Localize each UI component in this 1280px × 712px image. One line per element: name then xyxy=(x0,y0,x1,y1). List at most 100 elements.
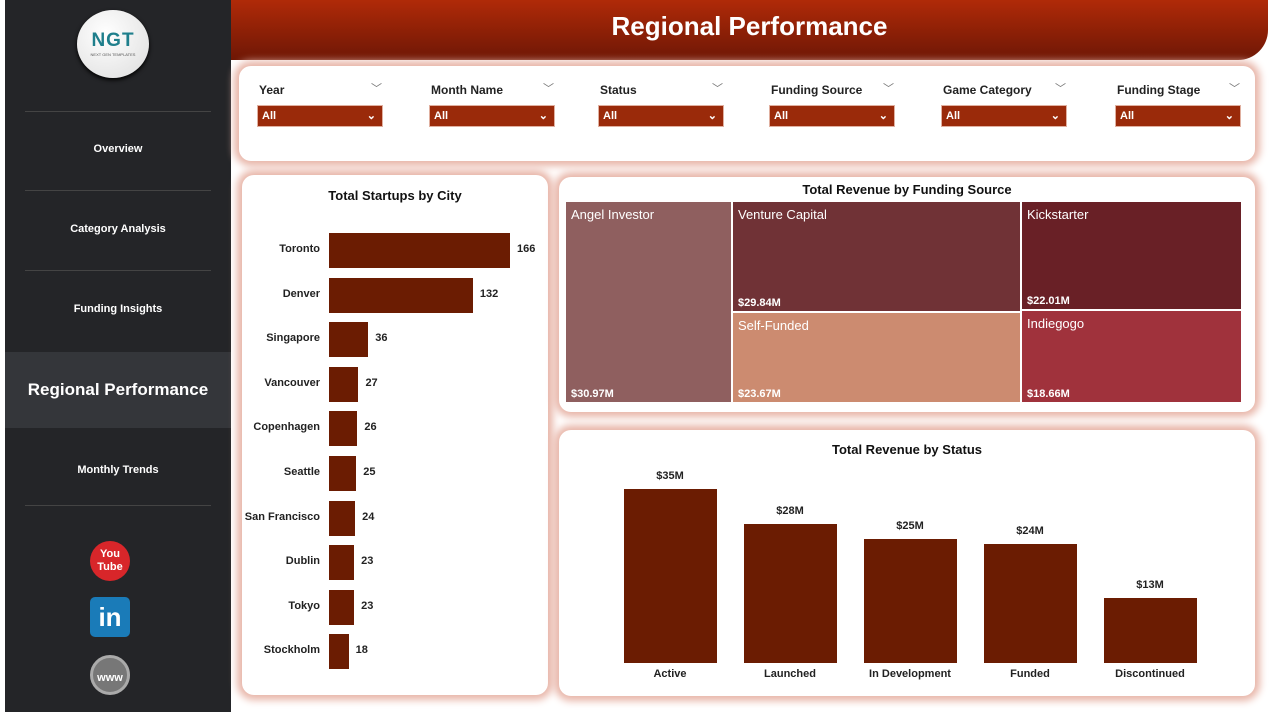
filter-label: Funding Source xyxy=(771,83,863,97)
page-title: Regional Performance xyxy=(231,0,1268,60)
filter-value: All xyxy=(946,110,961,122)
tile-value: $22.01M xyxy=(1027,295,1070,307)
youtube-icon[interactable]: You Tube xyxy=(90,541,130,581)
bar xyxy=(329,634,349,670)
data-label: 26 xyxy=(364,421,377,434)
filter-dropdown[interactable]: All ⌄ xyxy=(257,105,383,127)
treemap-tile[interactable]: Indiegogo $18.66M xyxy=(1022,311,1241,402)
data-label: 25 xyxy=(363,466,376,478)
tile-name: Angel Investor xyxy=(571,207,655,222)
bar xyxy=(329,589,355,625)
axis-label: Copenhagen xyxy=(253,421,320,434)
bar xyxy=(329,366,359,402)
chevron-down-icon: ⌄ xyxy=(538,110,548,122)
bar xyxy=(329,500,356,536)
web-icon[interactable]: www xyxy=(90,655,130,695)
axis-label: Stockholm xyxy=(263,644,320,657)
divider xyxy=(25,190,211,191)
bar xyxy=(329,322,369,358)
bar xyxy=(744,523,837,663)
filter-value: All xyxy=(262,110,277,122)
chevron-down-icon[interactable]: ﹀ xyxy=(712,83,723,95)
chart-title: Total Revenue by Funding Source xyxy=(802,182,1012,197)
filter-value: All xyxy=(603,110,618,122)
data-label: 27 xyxy=(365,376,378,389)
data-label: $13M xyxy=(1136,579,1164,592)
filter-panel xyxy=(239,66,1255,161)
data-label: 132 xyxy=(479,287,499,300)
axis-label: Dublin xyxy=(285,555,320,568)
bar xyxy=(864,538,957,663)
treemap-tile[interactable]: Self-Funded $23.67M xyxy=(733,313,1020,402)
axis-label: Tokyo xyxy=(288,599,320,612)
chevron-down-icon: ⌄ xyxy=(707,110,717,122)
filter-dropdown[interactable]: All ⌄ xyxy=(769,105,895,127)
data-label: 24 xyxy=(362,510,375,523)
bar xyxy=(984,543,1077,663)
nav-funding-insights[interactable]: Funding Insights xyxy=(73,303,163,315)
data-label: $25M xyxy=(896,519,924,532)
axis-label: In Development xyxy=(869,668,951,680)
axis-label: Launched xyxy=(764,668,816,680)
bar xyxy=(329,545,355,581)
filter-value: All xyxy=(434,110,449,122)
filter-value: All xyxy=(774,110,789,122)
chevron-down-icon[interactable]: ﹀ xyxy=(371,83,382,95)
filter-label: Month Name xyxy=(431,83,503,97)
axis-label: Toronto xyxy=(279,243,320,255)
divider xyxy=(25,111,211,112)
ngt-logo: NGT NEXT GEN TEMPLATES xyxy=(77,10,149,78)
data-label: 23 xyxy=(361,555,374,568)
chevron-down-icon[interactable]: ﹀ xyxy=(1055,83,1066,95)
axis-label: Seattle xyxy=(283,466,320,478)
bar xyxy=(1104,598,1197,663)
nav-monthly-trends[interactable]: Monthly Trends xyxy=(77,464,159,476)
bar xyxy=(329,277,473,313)
tile-value: $30.97M xyxy=(571,388,614,400)
data-label: $35M xyxy=(656,470,684,482)
chevron-down-icon[interactable]: ﹀ xyxy=(543,83,554,95)
divider xyxy=(25,270,211,271)
filter-dropdown[interactable]: All ⌄ xyxy=(429,105,555,127)
data-label: 166 xyxy=(517,243,536,255)
bar xyxy=(624,489,717,663)
axis-label: Discontinued xyxy=(1115,668,1185,680)
treemap-tile[interactable]: Kickstarter $22.01M xyxy=(1022,202,1241,309)
chart-title: Total Startups by City xyxy=(328,188,462,203)
tile-value: $29.84M xyxy=(738,297,781,309)
treemap-tile[interactable]: Angel Investor $30.97M xyxy=(566,202,731,402)
chevron-down-icon[interactable]: ﹀ xyxy=(883,83,894,95)
filter-dropdown[interactable]: All ⌄ xyxy=(598,105,724,127)
axis-label: Singapore xyxy=(266,332,320,345)
chevron-down-icon[interactable]: ﹀ xyxy=(1229,83,1240,95)
axis-label: Funded xyxy=(1010,668,1050,680)
tile-name: Kickstarter xyxy=(1027,207,1089,222)
filter-value: All xyxy=(1120,110,1135,122)
bar xyxy=(329,456,357,491)
axis-label: Denver xyxy=(282,287,320,300)
tile-value: $18.66M xyxy=(1027,388,1070,400)
axis-label: Vancouver xyxy=(264,376,320,389)
filter-dropdown[interactable]: All ⌄ xyxy=(941,105,1067,127)
sidebar: NGT NEXT GEN TEMPLATES Overview Category … xyxy=(5,0,231,712)
chevron-down-icon: ⌄ xyxy=(366,110,376,122)
bar xyxy=(329,411,358,447)
nav-overview[interactable]: Overview xyxy=(93,143,143,155)
tile-value: $23.67M xyxy=(738,388,781,400)
chevron-down-icon: ⌄ xyxy=(1050,110,1060,122)
tile-name: Self-Funded xyxy=(738,318,809,333)
data-label: $28M xyxy=(776,504,804,517)
filter-label: Funding Stage xyxy=(1117,83,1201,97)
filter-label: Status xyxy=(600,83,637,97)
chart-title: Total Revenue by Status xyxy=(831,442,982,457)
nav-category-analysis[interactable]: Category Analysis xyxy=(70,223,166,235)
data-label: 36 xyxy=(375,332,388,345)
tile-name: Venture Capital xyxy=(738,207,827,222)
filter-dropdown[interactable]: All ⌄ xyxy=(1115,105,1241,127)
linkedin-icon[interactable]: in xyxy=(90,597,130,637)
filter-label: Game Category xyxy=(943,83,1032,97)
bar xyxy=(329,233,510,268)
treemap-tile[interactable]: Venture Capital $29.84M xyxy=(733,202,1020,311)
axis-label: Active xyxy=(653,668,687,680)
nav-regional-performance[interactable]: Regional Performance xyxy=(5,352,231,428)
